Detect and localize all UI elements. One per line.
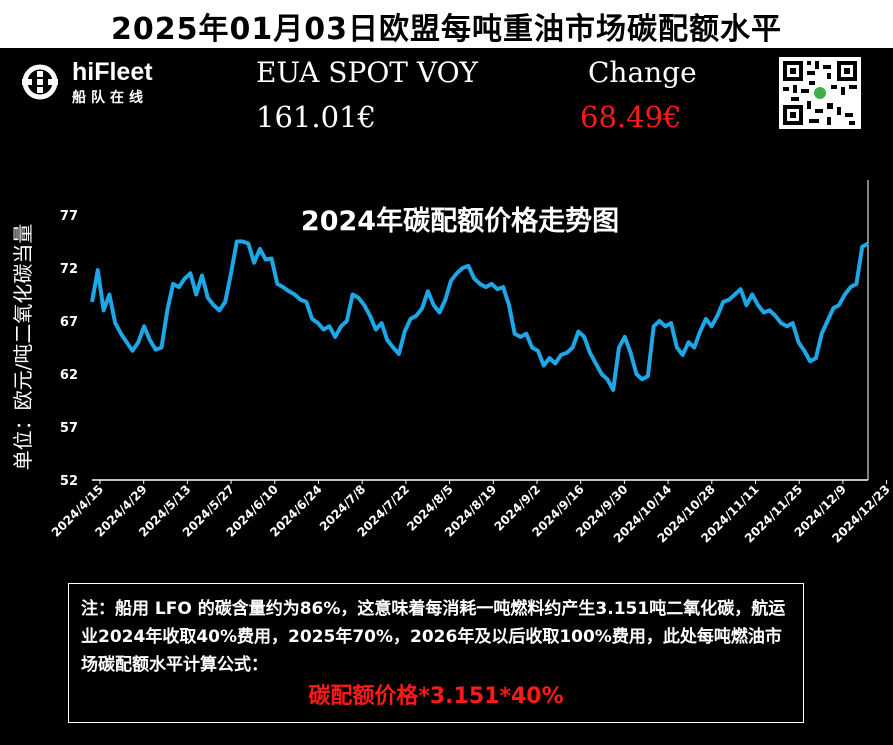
y-tick-label: 52 bbox=[60, 474, 78, 489]
y-axis-label: 单位：欧元/吨二氧化碳当量 bbox=[11, 224, 35, 471]
page-title: 2025年01月03日欧盟每吨重油市场碳配额水平 bbox=[111, 12, 782, 47]
chart-title: 2024年碳配额价格走势图 bbox=[301, 205, 619, 237]
ship-wheel-icon bbox=[22, 64, 58, 100]
eua-label: EUA SPOT VOY bbox=[256, 56, 479, 89]
price-series-line bbox=[90, 239, 869, 392]
y-tick-label: 62 bbox=[60, 368, 78, 383]
note-text: 注：船用 LFO 的碳含量约为86%，这意味着每消耗一吨燃料约产生3.151吨二… bbox=[81, 599, 786, 675]
y-tick-label: 57 bbox=[60, 421, 78, 436]
y-axis: 52 57 62 67 72 77 bbox=[60, 209, 78, 489]
brand-subtitle: 船队在线 bbox=[72, 90, 148, 106]
title-bar: 2025年01月03日欧盟每吨重油市场碳配额水平 bbox=[0, 0, 893, 48]
brand-name: hiFleet bbox=[72, 58, 153, 86]
y-tick-label: 77 bbox=[60, 209, 78, 224]
price-chart: 2024年碳配额价格走势图 单位：欧元/吨二氧化碳当量 52 57 62 67 72 77… bbox=[11, 180, 893, 546]
change-value: 68.49€ bbox=[580, 100, 682, 134]
formula-text: 碳配额价格*3.151*40% bbox=[308, 684, 564, 709]
y-tick-label: 67 bbox=[60, 315, 78, 330]
hifleet-logo: hiFleet 船队在线 bbox=[18, 58, 168, 106]
note-box: 注：船用 LFO 的碳含量约为86%，这意味着每消耗一吨燃料约产生3.151吨二… bbox=[68, 583, 804, 723]
change-label: Change bbox=[588, 56, 697, 89]
qr-code-icon bbox=[779, 57, 861, 129]
eua-value: 161.01€ bbox=[256, 100, 376, 134]
y-tick-label: 72 bbox=[60, 262, 78, 277]
x-axis: 2024/4/152024/4/292024/5/132024/5/272024… bbox=[49, 480, 893, 546]
